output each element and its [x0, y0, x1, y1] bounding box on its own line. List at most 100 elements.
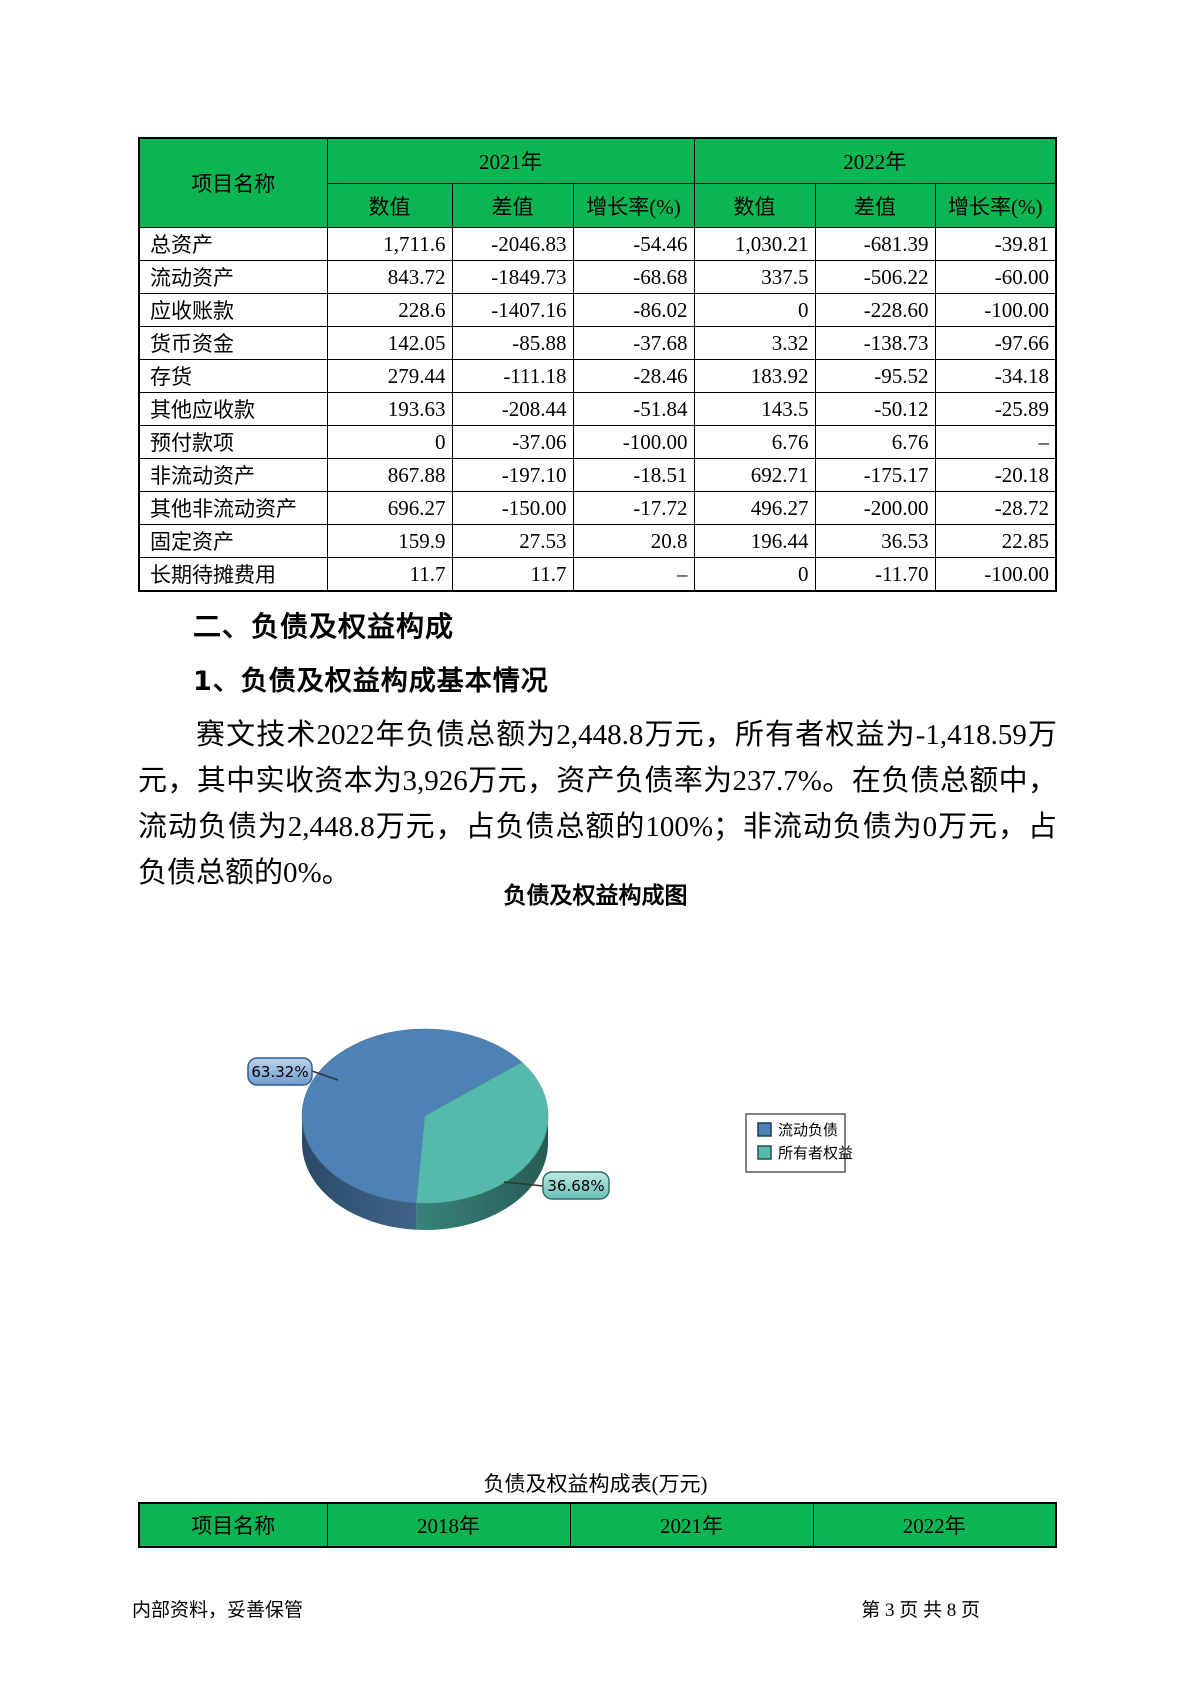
asset-table-body: 总资产 1,711.6 -2046.83 -54.46 1,030.21 -681.39-… [138, 227, 1057, 592]
cell-value: -17.72 [572, 491, 695, 525]
cell-value: 6.76 [693, 425, 816, 459]
callout-line-current-liabilities [311, 1070, 339, 1081]
chart-legend: 流动负债 所有者权益 [745, 1113, 853, 1173]
cell-value: 279.44 [326, 359, 453, 393]
cell-value: 11.7 [326, 557, 453, 592]
column-header-diff-2021: 差值 [451, 183, 574, 228]
cell-value: 0 [693, 557, 816, 592]
table-row: 长期待摊费用 11.7 11.7–0 -11.70 -100.00 [138, 557, 1057, 592]
cell-value: -2046.83 [451, 227, 574, 261]
column-header-growth-2021: 增长率(%) [572, 183, 695, 228]
table-row: 其他应收款 193.63 -208.44 -51.84 143.5 -50.12 -25.8… [138, 392, 1057, 426]
cell-value: -681.39 [814, 227, 936, 261]
cell-value: 1,711.6 [326, 227, 453, 261]
table-row: 固定资产 159.9 27.53 20.8 196.44 36.53 22.85 [138, 524, 1057, 558]
row-label: 货币资金 [138, 326, 328, 360]
cell-value: -68.68 [572, 260, 695, 294]
cell-value: -200.00 [814, 491, 936, 525]
cell-value: -97.66 [934, 326, 1057, 360]
body-paragraph: 赛文技术2022年负债总额为2,448.8万元，所有者权益为-1,418.59万… [138, 719, 1057, 889]
cell-value: -85.88 [451, 326, 574, 360]
cell-value: – [934, 425, 1057, 459]
row-label: 长期待摊费用 [138, 557, 328, 592]
column-header-diff-2022: 差值 [814, 183, 936, 228]
row-label: 存货 [138, 359, 328, 393]
cell-value: 27.53 [451, 524, 574, 558]
cell-value: -51.84 [572, 392, 695, 426]
cell-value: -1407.16 [451, 293, 574, 327]
cell-value: 143.5 [693, 392, 816, 426]
callout-label-owners-equity: 36.68% [547, 1177, 604, 1195]
column-group-2022: 2022年 [693, 137, 1057, 184]
cell-value: 196.44 [693, 524, 816, 558]
cell-value: 193.63 [326, 392, 453, 426]
cell-value: -506.22 [814, 260, 936, 294]
column-header-item-name: 项目名称 [138, 137, 328, 228]
row-label: 其他非流动资产 [138, 491, 328, 525]
cell-value: 843.72 [326, 260, 453, 294]
cell-value: 22.85 [934, 524, 1057, 558]
cell-value: -150.00 [451, 491, 574, 525]
cell-value: 11.7 [451, 557, 574, 592]
cell-value: -86.02 [572, 293, 695, 327]
cell-value: 692.71 [693, 458, 816, 492]
callout-box-current-liabilities [247, 1057, 313, 1086]
callout-line-owners-equity [503, 1181, 544, 1187]
cell-value: -100.00 [572, 425, 695, 459]
column-header-value-2022: 数值 [693, 183, 816, 228]
cell-value: -60.00 [934, 260, 1057, 294]
cell-value: 1,030.21 [693, 227, 816, 261]
cell-value: 496.27 [693, 491, 816, 525]
column-header-2022: 2022年 [812, 1502, 1057, 1548]
legend-swatch-owners-equity [757, 1145, 772, 1160]
row-label: 其他应收款 [138, 392, 328, 426]
cell-value: -37.68 [572, 326, 695, 360]
table-row: 总资产 1,711.6 -2046.83 -54.46 1,030.21 -681.39-… [138, 227, 1057, 261]
bottom-table-caption: 负债及权益构成表(万元) [483, 1472, 708, 1496]
row-label: 非流动资产 [138, 458, 328, 492]
column-header-growth-2022: 增长率(%) [934, 183, 1057, 228]
table-row: 其他非流动资产 696.27 -150.00 -17.72 496.27 -200.00-… [138, 491, 1057, 525]
column-header-item-name: 项目名称 [138, 1502, 328, 1548]
cell-value: -54.46 [572, 227, 695, 261]
section-heading: 二、负债及权益构成 [193, 610, 455, 643]
cell-value: 3.32 [693, 326, 816, 360]
cell-value: 6.76 [814, 425, 936, 459]
column-header-2018: 2018年 [326, 1502, 571, 1548]
cell-value: -197.10 [451, 458, 574, 492]
callout-box-owners-equity [542, 1171, 610, 1200]
cell-value: 183.92 [693, 359, 816, 393]
footer-confidential-note: 内部资料，妥善保管 [132, 1599, 304, 1621]
cell-value: -95.52 [814, 359, 936, 393]
table-header-metrics: 数值 差值 增长率(%) 数值 差值 增长率(%) [139, 183, 1057, 228]
legend-item: 所有者权益 [757, 1145, 853, 1162]
column-header-value-2021: 数值 [326, 183, 453, 228]
cell-value: -28.72 [934, 491, 1057, 525]
row-label: 流动资产 [138, 260, 328, 294]
cell-value: 696.27 [326, 491, 453, 525]
row-label: 固定资产 [138, 524, 328, 558]
footer-page-number: 第 3 页 共 8 页 [861, 1600, 980, 1621]
cell-value: -11.70 [814, 557, 936, 592]
cell-value: -138.73 [814, 326, 936, 360]
cell-value: -111.18 [451, 359, 574, 393]
row-label: 预付款项 [138, 425, 328, 459]
asset-table: 项目名称 2021年 2022年 数值 差值 增长率(%) 数值 差值 增长率(… [138, 137, 1058, 592]
cell-value: -1849.73 [451, 260, 574, 294]
table-row: 货币资金 142.05 -85.88 -37.68 3.32 -138.73 -97.66 [138, 326, 1057, 360]
table-row: 存货 279.44 -111.18 -28.46 183.92 -95.52 -34.18 [138, 359, 1057, 393]
cell-value: 228.6 [326, 293, 453, 327]
cell-value: -20.18 [934, 458, 1057, 492]
liability-table-header: 项目名称 2018年 2021年 2022年 [138, 1502, 1057, 1548]
legend-label-current-liabilities: 流动负债 [778, 1122, 838, 1139]
table-row: 预付款项 0 -37.06 -100.00 6.76 6.76– [138, 425, 1057, 459]
pie-side-current-liabilities [302, 1116, 417, 1230]
cell-value: 0 [693, 293, 816, 327]
pie-slice-current-liabilities [301, 1028, 523, 1204]
cell-value: -228.60 [814, 293, 936, 327]
cell-value: -175.17 [814, 458, 936, 492]
row-label: 应收账款 [138, 293, 328, 327]
cell-value: -28.46 [572, 359, 695, 393]
row-label: 总资产 [138, 227, 328, 261]
